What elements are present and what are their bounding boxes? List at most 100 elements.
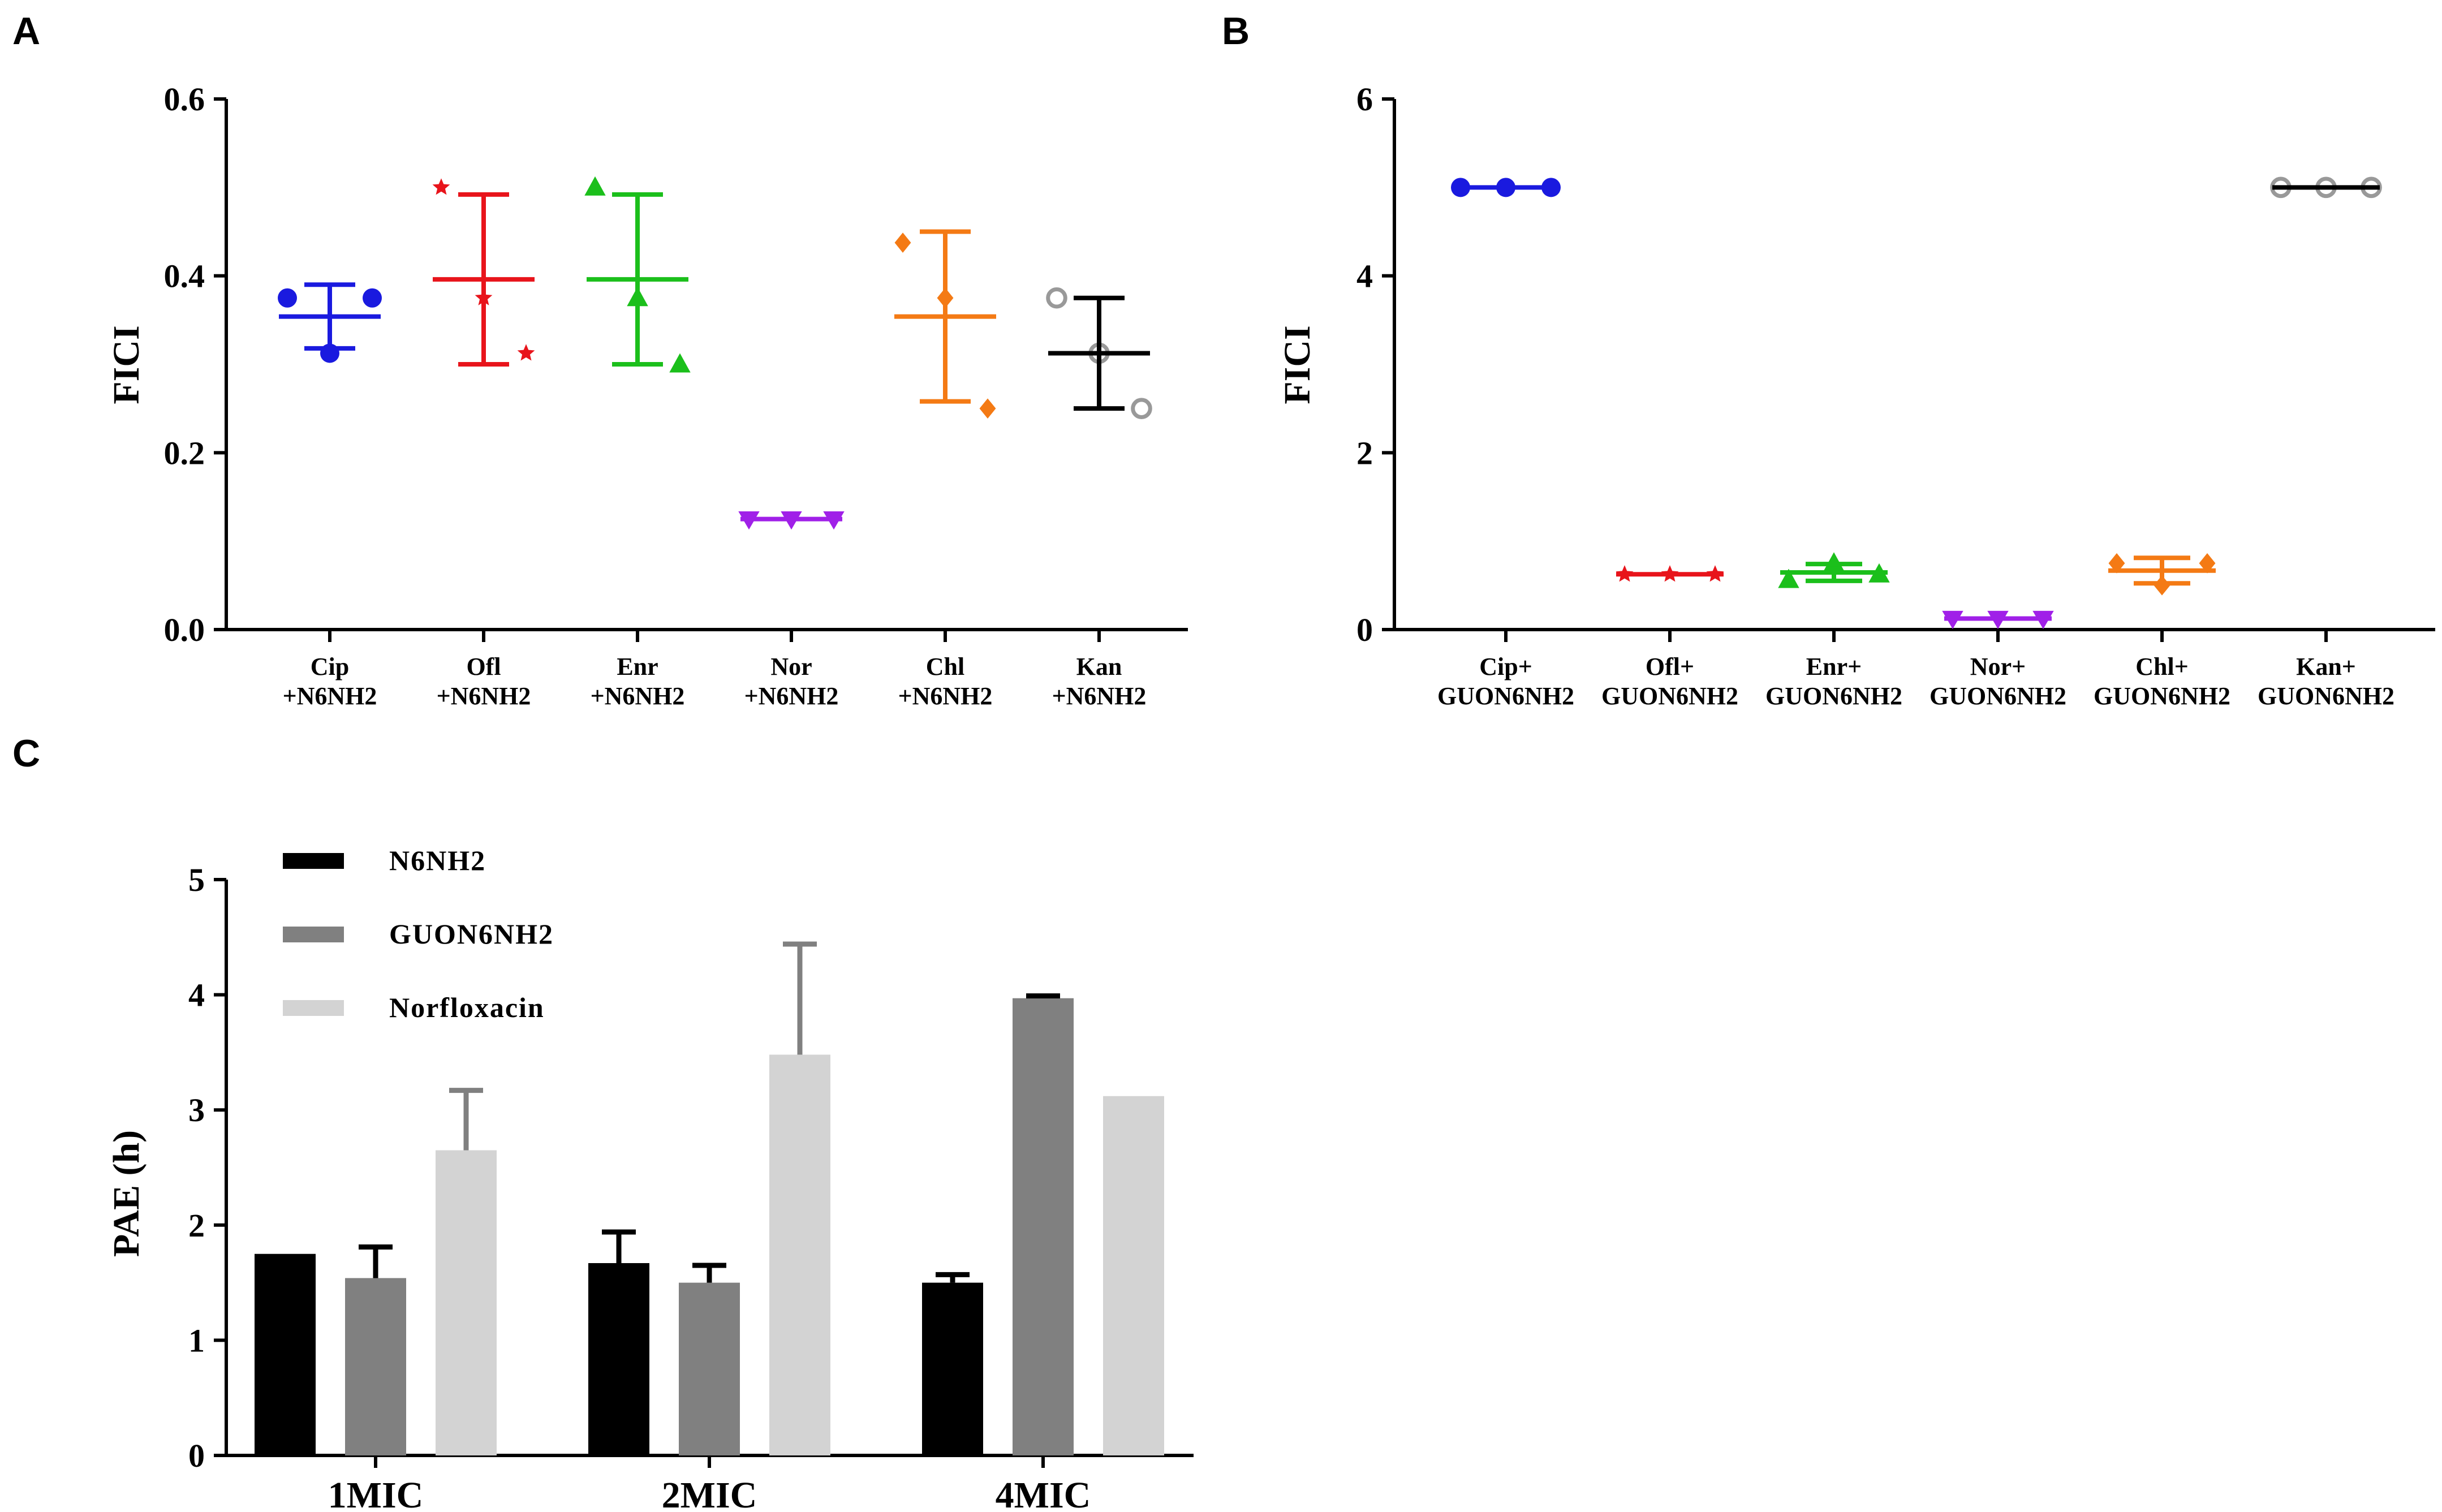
x-category-label-line2: +N6NH2	[1052, 682, 1147, 710]
chart-a-marks	[278, 176, 1152, 530]
x-category-label-line2: GUON6NH2	[1765, 682, 1902, 710]
x-category-label-line2: +N6NH2	[283, 682, 377, 710]
series-group	[1778, 552, 1890, 588]
legend-swatch	[283, 853, 344, 869]
x-category-label: 2MIC	[662, 1475, 757, 1512]
bar	[588, 1263, 649, 1455]
y-tick-label: 1	[188, 1322, 205, 1359]
data-point	[584, 176, 606, 196]
series-group	[894, 229, 996, 419]
chart-c-bars	[255, 941, 1164, 1455]
chart-c-x-categories: 1MIC 2MIC 4MIC	[328, 1455, 1091, 1512]
data-point	[278, 288, 297, 308]
x-category-label: Enr+	[1806, 653, 1862, 680]
chart-b-ylabel: FICI	[1277, 325, 1318, 404]
data-point	[979, 398, 996, 419]
y-tick-label: 0.0	[164, 611, 205, 648]
x-category-label-line2: GUON6NH2	[2094, 682, 2230, 710]
series-group	[432, 178, 535, 367]
bar	[679, 1282, 740, 1455]
data-point	[894, 232, 911, 253]
bar	[769, 1054, 830, 1455]
chart-a-ylabel: FICI	[106, 325, 147, 404]
chart-c: PAE (h) 0 1 2 3 4 5 1MIC 2MIC 4MIC N6NH2 GUON6NH…	[106, 845, 1194, 1512]
data-point	[363, 288, 382, 308]
legend-swatch	[283, 1000, 344, 1016]
x-category-label: Chl	[926, 653, 964, 680]
series-group	[738, 511, 845, 530]
series-group	[2270, 176, 2382, 199]
x-category-label: 4MIC	[996, 1475, 1091, 1512]
legend-label: GUON6NH2	[389, 918, 554, 950]
data-point	[1046, 287, 1067, 309]
y-tick-label: 4	[1356, 258, 1373, 295]
data-point	[1131, 398, 1152, 419]
bar	[345, 1278, 406, 1455]
y-tick-label: 0.2	[164, 434, 205, 471]
legend-label: Norfloxacin	[389, 992, 545, 1023]
chart-c-ylabel: PAE (h)	[106, 1130, 147, 1257]
x-category-label-line2: +N6NH2	[591, 682, 685, 710]
chart-a: FICI 0.00.20.40.6 Cip+N6NH2Ofl+N6NH2Enr+…	[106, 81, 1188, 710]
x-category-label-line2: GUON6NH2	[1437, 682, 1574, 710]
data-point	[2108, 553, 2125, 574]
data-point	[432, 178, 450, 195]
y-tick-label: 0	[1356, 611, 1373, 648]
data-point	[517, 344, 535, 361]
x-category-label: Nor	[770, 653, 812, 680]
chart-b-y-ticks: 0 2 4 6	[1356, 81, 1394, 648]
x-category-label: Cip	[311, 653, 349, 680]
panel-letter-c: C	[12, 732, 40, 775]
x-category-label: Chl+	[2135, 653, 2189, 680]
x-category-label: Cip+	[1479, 653, 1532, 680]
bar	[1013, 998, 1074, 1455]
series-group	[2108, 553, 2216, 596]
legend-label: N6NH2	[389, 845, 486, 876]
chart-a-x-categories: Cip+N6NH2Ofl+N6NH2Enr+N6NH2Nor+N6NH2Chl+…	[283, 630, 1147, 710]
x-category-label: 1MIC	[328, 1475, 424, 1512]
series-group	[1451, 178, 1561, 197]
bar	[255, 1253, 316, 1455]
data-point	[1778, 568, 1799, 588]
data-point	[2199, 553, 2216, 574]
bar	[922, 1282, 983, 1455]
bar	[1103, 1096, 1164, 1455]
chart-c-legend: N6NH2 GUON6NH2 Norfloxacin	[283, 845, 554, 1023]
legend-swatch	[283, 927, 344, 942]
y-tick-label: 4	[188, 977, 205, 1014]
y-tick-label: 0.6	[164, 81, 205, 118]
data-point	[669, 353, 691, 373]
y-tick-label: 2	[1356, 434, 1373, 471]
chart-b-x-categories: Cip+GUON6NH2Ofl+GUON6NH2Enr+GUON6NH2Nor+…	[1437, 630, 2394, 710]
chart-b-marks	[1451, 176, 2382, 630]
x-category-label: Ofl	[466, 653, 501, 680]
x-category-label-line2: +N6NH2	[744, 682, 839, 710]
y-tick-label: 0.4	[164, 258, 205, 295]
series-group	[1046, 287, 1152, 419]
bar	[436, 1150, 497, 1455]
x-category-label: Ofl+	[1646, 653, 1694, 680]
series-group	[1942, 610, 2054, 630]
y-tick-label: 0	[188, 1437, 205, 1474]
x-category-label-line2: +N6NH2	[898, 682, 993, 710]
x-category-label: Kan	[1076, 653, 1122, 680]
panel-letter-b: B	[1222, 10, 1250, 53]
x-category-label-line2: +N6NH2	[437, 682, 531, 710]
y-tick-label: 3	[188, 1092, 205, 1128]
y-tick-label: 2	[188, 1207, 205, 1244]
x-category-label-line2: GUON6NH2	[1601, 682, 1738, 710]
panel-letter-a: A	[12, 10, 40, 53]
x-category-label: Enr	[617, 653, 658, 680]
series-group	[584, 176, 691, 373]
x-category-label: Nor+	[1970, 653, 2026, 680]
series-group	[1616, 565, 1724, 582]
series-group	[278, 282, 382, 363]
x-category-label: Kan+	[2296, 653, 2356, 680]
x-category-label-line2: GUON6NH2	[2258, 682, 2394, 710]
chart-c-y-ticks: 0 1 2 3 4 5	[188, 861, 226, 1474]
x-category-label-line2: GUON6NH2	[1930, 682, 2066, 710]
y-tick-label: 5	[188, 861, 205, 898]
chart-a-y-ticks: 0.0 0.2 0.4 0.6	[164, 81, 226, 648]
